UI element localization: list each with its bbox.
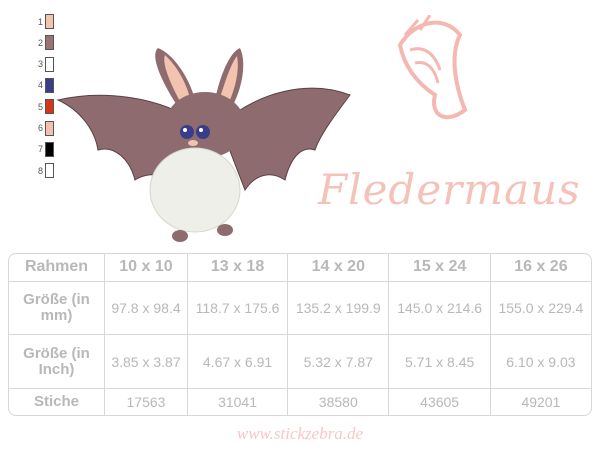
swatch-number: 5	[38, 101, 44, 112]
swatch-color	[45, 77, 54, 93]
table-cell: 5.71 x 8.45	[389, 335, 491, 389]
header-cell: 14 x 20	[288, 254, 390, 282]
row-label: Größe (in Inch)	[9, 335, 105, 389]
swatch-number: 2	[38, 37, 44, 48]
swatch-number: 8	[38, 165, 44, 176]
swatch-color	[45, 163, 54, 179]
table-cell: 145.0 x 214.6	[389, 281, 491, 336]
header-cell: 15 x 24	[389, 254, 491, 282]
table-cell: 4.67 x 6.91	[187, 335, 289, 389]
swatch-color	[45, 120, 54, 136]
header-label: Rahmen	[9, 254, 105, 282]
design-title: Fledermaus	[318, 165, 581, 214]
palette-swatch: 1	[38, 14, 54, 29]
table-cell: 3.85 x 3.87	[105, 335, 188, 389]
palette-swatch: 3	[38, 56, 54, 72]
zebra-logo	[397, 15, 468, 120]
swatch-number: 1	[38, 16, 44, 27]
palette-swatch: 6	[38, 120, 54, 136]
header-cell: 16 x 26	[490, 254, 591, 282]
palette-swatch: 4	[38, 77, 54, 93]
table-cell: 49201	[521, 393, 561, 410]
bat-illustration	[56, 48, 351, 242]
swatch-number: 6	[38, 123, 44, 133]
row-label: Größe (in mm)	[9, 281, 105, 336]
swatch-number: 4	[38, 80, 44, 91]
table-cell: 118.7 x 175.6	[187, 281, 289, 336]
table-header-row: Rahmen 10 x 10 13 x 18 14 x 20 15 x 24 16 x 2…	[9, 254, 591, 282]
palette-swatch: 7	[38, 141, 54, 157]
table-cell: 31041	[188, 388, 289, 415]
swatch-color	[45, 141, 54, 157]
table-row: Stiche 17563 31041 38580 43605 49201	[9, 388, 591, 415]
table-cell: 135.2 x 199.9	[288, 281, 390, 336]
header-cell: 13 x 18	[187, 254, 289, 282]
swatch-color	[45, 35, 54, 51]
swatch-color	[45, 99, 54, 115]
swatch-color	[45, 14, 54, 29]
right-wing	[219, 87, 351, 192]
head	[165, 92, 245, 158]
website-watermark: www.stickzebra.de	[236, 424, 364, 443]
table-cell: 17563	[105, 388, 188, 415]
header-cell: 10 x 10	[105, 254, 188, 282]
palette-swatch: 8	[38, 163, 54, 179]
table-cell: 43605	[389, 388, 491, 415]
size-table: Rahmen 10 x 10 13 x 18 14 x 20 15 x 24 16 x 2…	[8, 253, 592, 416]
table-row: Größe (in mm) 97.8 x 98.4 118.7 x 175.6 135…	[9, 281, 591, 336]
table-cell: 97.8 x 98.4	[105, 281, 188, 336]
palette-swatch: 2	[38, 35, 54, 51]
table-cell: 6.10 x 9.03	[490, 335, 591, 389]
fluffy-body	[149, 147, 241, 233]
swatch-number: 3	[38, 59, 44, 70]
palette-swatch: 5	[38, 99, 54, 115]
swatch-color	[45, 56, 54, 72]
table-cell: 38580	[288, 388, 390, 415]
table-cell: 155.0 x 229.4	[490, 282, 591, 336]
swatch-number: 7	[38, 144, 44, 155]
table-row: Größe (in Inch) 3.85 x 3.87 4.67 x 6.91 5.3…	[9, 335, 591, 389]
table-cell: 5.32 x 7.87	[288, 335, 390, 389]
row-label: Stiche	[9, 388, 105, 415]
